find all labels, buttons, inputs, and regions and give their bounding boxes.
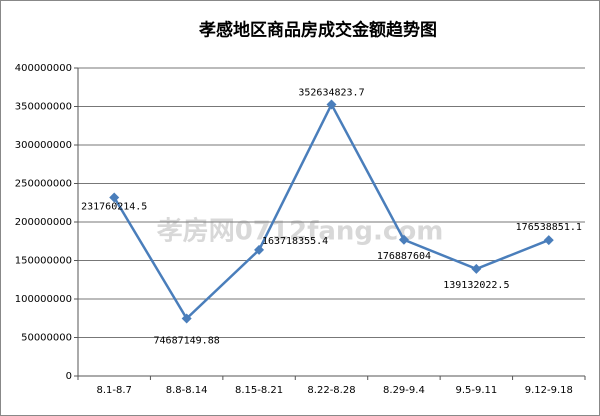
x-tick-label: 8.15-8.21: [235, 385, 283, 396]
x-tick-label: 8.8-8.14: [166, 385, 208, 396]
y-tick-label: 50000000: [21, 333, 72, 344]
x-tick-label: 8.29-9.4: [383, 385, 425, 396]
chart-title: 孝感地区商品房成交金额趋势图: [199, 20, 437, 41]
y-tick-label: 300000000: [15, 140, 72, 151]
watermark: 孝房网0712fang.com: [157, 216, 444, 247]
y-tick-label: 150000000: [15, 256, 72, 267]
marker: [398, 234, 409, 245]
marker: [109, 192, 120, 203]
x-tick-label: 8.22-8.28: [307, 385, 355, 396]
marker: [543, 235, 554, 246]
data-label: 231760214.5: [81, 202, 147, 213]
x-tick-label: 8.1-8.7: [97, 385, 132, 396]
y-tick-label: 200000000: [15, 217, 72, 228]
data-label: 74687149.88: [154, 335, 220, 346]
data-label: 139132022.5: [443, 280, 509, 291]
data-label: 352634823.7: [298, 87, 364, 98]
y-tick-label: 0: [66, 371, 72, 382]
marker: [254, 244, 265, 255]
y-tick-label: 400000000: [15, 63, 72, 74]
data-label: 176887604: [377, 251, 431, 262]
marker: [181, 313, 192, 324]
y-tick-label: 350000000: [15, 102, 72, 113]
x-tick-label: 9.5-9.11: [455, 385, 497, 396]
marker: [471, 263, 482, 274]
data-label: 163718355.4: [262, 236, 328, 247]
y-tick-label: 100000000: [15, 294, 72, 305]
y-tick-label: 250000000: [15, 179, 72, 190]
marker: [326, 99, 337, 110]
data-label: 176538851.1: [516, 222, 582, 233]
x-tick-label: 9.12-9.18: [525, 385, 573, 396]
